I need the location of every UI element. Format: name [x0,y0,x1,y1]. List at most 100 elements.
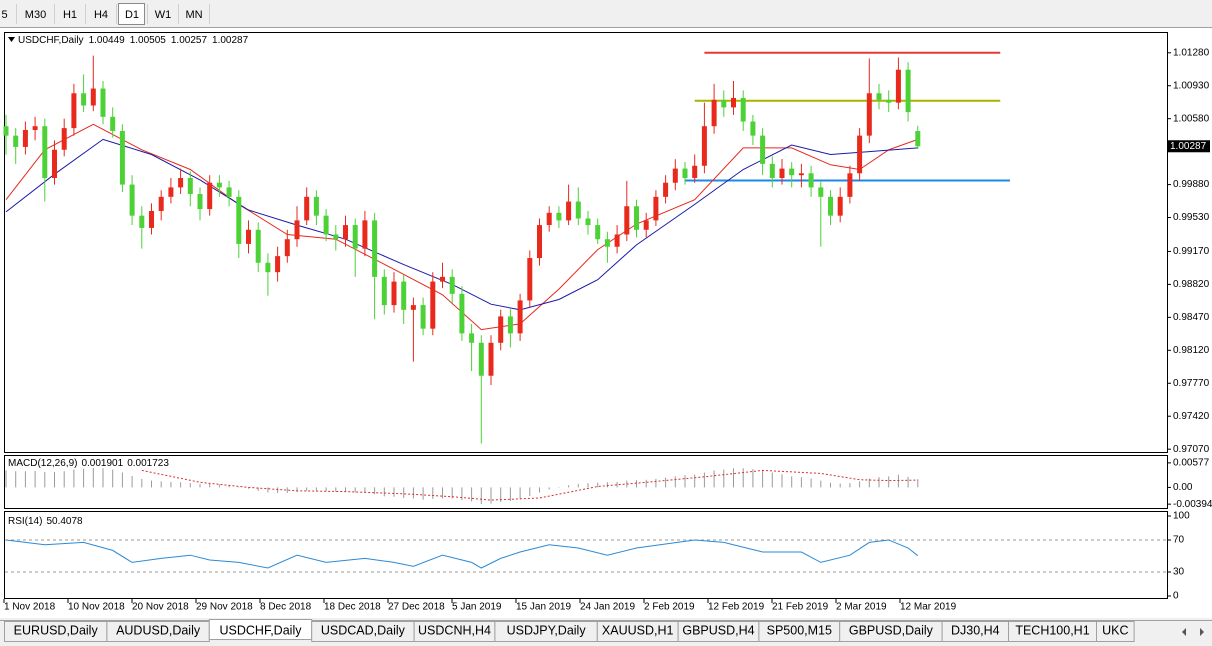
tab-label[interactable]: USDJPY,Daily [507,623,587,637]
timeframe-label[interactable]: 5 [1,9,7,21]
y-tick-label: 0.99170 [1173,246,1210,257]
timeframe-button[interactable]: H1 [63,9,77,21]
candle-body [517,300,523,334]
timeframe-label[interactable]: H4 [94,9,108,21]
candle-body [139,215,145,228]
macd-bar [286,487,288,493]
macd-bar [325,487,327,492]
candle-body [110,116,116,131]
timeframe-button[interactable]: M30 [25,9,46,21]
macd-bar [248,487,249,489]
candle-body [634,206,639,230]
macd-bar [771,472,773,488]
candle-body [750,121,756,136]
y-tick-label: 0.97770 [1173,378,1210,389]
tab-label[interactable]: USDCNH,H4 [418,623,491,637]
macd-bar [762,470,764,488]
macd-bar [471,487,473,502]
timeframe-label[interactable]: MN [185,9,202,21]
candle-body [100,88,106,117]
macd-bar [306,487,308,491]
symbol-tab[interactable]: UKC [1096,621,1135,642]
header-triangle [8,37,15,42]
tab-label[interactable]: USDCAD,Daily [321,623,406,637]
symbol-tab[interactable]: USDJPY,Daily [494,621,598,642]
tab-label[interactable]: SP500,M15 [767,623,832,637]
candle-body [381,276,387,306]
candle-body [711,99,717,127]
tab-scroll[interactable] [1182,628,1204,636]
candles [3,55,921,444]
timeframe-label[interactable]: H1 [63,9,77,21]
candle-body [507,316,513,334]
x-tick-label: 1 Nov 2018 [4,602,56,613]
candle-body [430,281,436,329]
scroll-right-arrow[interactable] [1200,628,1204,636]
macd-bar [412,487,414,499]
timeframe-button[interactable]: D1 [118,3,145,25]
ohlc-value: 1.00287 [212,35,249,46]
macd-bar [752,469,754,488]
candle-body [246,229,251,244]
x-tick-label: 27 Dec 2018 [388,602,445,613]
tab-label[interactable]: AUDUSD,Daily [116,623,201,637]
x-tick-label: 20 Nov 2018 [132,602,189,613]
rsi-value: 50.4078 [46,516,83,527]
candle-body [13,135,19,147]
macd-bar [218,484,220,488]
tab-label[interactable]: GBPUSD,H4 [682,623,754,637]
symbol-tab[interactable]: SP500,M15 [758,621,841,642]
scroll-left-arrow[interactable] [1182,628,1186,636]
macd-bar [713,470,715,488]
macd-bar [92,467,94,488]
macd-bar [781,474,783,488]
tab-label[interactable]: TECH100,H1 [1015,623,1089,637]
symbol-tab[interactable]: DJ30,H4 [941,621,1009,642]
symbol-tab[interactable]: GBPUSD,Daily [839,621,943,642]
symbol-tab[interactable]: AUDUSD,Daily [106,621,210,642]
candle-body [575,201,581,219]
candle-body [498,316,504,343]
tab-label[interactable]: GBPUSD,Daily [849,623,934,637]
macd-bar [296,487,298,493]
symbol-tab[interactable]: TECH100,H1 [1008,621,1097,642]
candle-body [343,225,348,240]
ohlc-value: 1.00505 [130,35,167,46]
symbol-tab[interactable]: USDCHF,Daily [208,619,313,640]
tab-label[interactable]: UKC [1102,623,1128,637]
symbol-tab[interactable]: XAUUSD,H1 [596,621,679,642]
y-tick-label: -0.003944 [1173,499,1212,510]
candle-body [352,225,358,249]
timeframe-button[interactable]: W1 [155,9,172,21]
y-tick-label: 0.00 [1173,482,1193,493]
macd-label: MACD(12,26,9) [8,458,77,469]
y-tick-label: 0.99880 [1173,179,1210,190]
timeframe-button[interactable]: H4 [94,9,108,21]
macd-bar [345,487,346,492]
tab-label[interactable]: EURUSD,Daily [14,623,99,637]
tab-label[interactable]: DJ30,H4 [951,623,1000,637]
timeframe-button[interactable]: MN [185,9,202,21]
symbol-tab[interactable]: EURUSD,Daily [4,621,108,642]
timeframe-button[interactable]: 5 [1,9,7,21]
rsi-panel-border [4,511,1168,599]
symbol-tab[interactable]: USDCAD,Daily [311,621,415,642]
timeframe-label[interactable]: M30 [25,9,46,21]
tab-label[interactable]: XAUUSD,H1 [602,623,674,637]
y-tick-label: 70 [1173,535,1185,546]
timeframe-label[interactable]: D1 [125,9,139,21]
y-tick-label: 0.98470 [1173,312,1210,323]
macd-bar [519,487,521,499]
ohlc-value: 1.00257 [171,35,208,46]
macd-bar [674,476,676,488]
candle-body [207,182,213,210]
tab-label[interactable]: USDCHF,Daily [220,623,303,637]
timeframe-label[interactable]: W1 [155,9,172,21]
symbol-tab[interactable]: GBPUSD,H4 [677,621,760,642]
tab-box[interactable] [1096,621,1135,642]
candle-body [42,126,48,179]
symbol-tab[interactable]: USDCNH,H4 [413,621,496,642]
macd-bar [645,479,647,488]
macd-bar [509,487,511,501]
macd-bar [102,468,104,488]
